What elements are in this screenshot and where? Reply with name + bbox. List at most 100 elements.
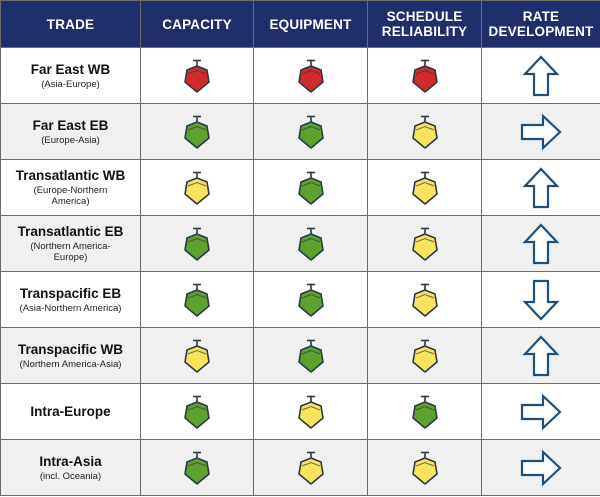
schedule-cell	[367, 439, 482, 496]
rate-development-cell	[481, 103, 600, 160]
ship-green-icon	[411, 395, 438, 429]
trade-cell: Transatlantic EB (Northern America- Europ…	[0, 215, 141, 272]
trade-subtitle: (Asia-Northern America)	[19, 302, 122, 314]
trade-subtitle: (incl. Oceania)	[39, 470, 102, 482]
ship-green-icon	[297, 283, 324, 317]
trade-name: Far East EB	[32, 117, 109, 133]
ship-green-icon	[297, 339, 324, 373]
ship-yellow-icon	[297, 395, 324, 429]
ship-green-icon	[297, 171, 324, 205]
arrow-right-icon	[520, 112, 562, 151]
trade-name: Intra-Asia	[39, 453, 102, 469]
ship-red-icon	[184, 59, 210, 93]
trade-subtitle: (Asia-Europe)	[41, 78, 100, 90]
table-row: Far East WB (Asia-Europe)	[0, 47, 600, 104]
capacity-cell	[140, 327, 254, 384]
equipment-cell	[253, 47, 368, 104]
table-row: Transatlantic WB (Europe-Northern America…	[0, 159, 600, 216]
rate-development-cell	[481, 439, 600, 496]
ship-yellow-icon	[411, 283, 438, 317]
schedule-cell	[367, 327, 482, 384]
ship-yellow-icon	[411, 339, 438, 373]
arrow-right-icon	[520, 392, 562, 431]
trade-subtitle: (Northern America-Asia)	[19, 358, 122, 370]
trade-name: Transpacific WB	[17, 341, 124, 357]
ship-green-icon	[184, 451, 210, 485]
equipment-cell	[253, 215, 368, 272]
ship-red-icon	[411, 59, 438, 93]
equipment-cell	[253, 103, 368, 160]
rate-development-cell	[481, 215, 600, 272]
capacity-cell	[140, 439, 254, 496]
trade-name: Transatlantic WB	[15, 168, 126, 183]
arrow-right-icon	[520, 448, 562, 487]
trade-cell: Intra-Asia (incl. Oceania)	[0, 439, 141, 496]
rate-development-cell	[481, 47, 600, 104]
equipment-cell	[253, 439, 368, 496]
ship-green-icon	[184, 395, 210, 429]
header-schedule-reliability: SCHEDULE RELIABILITY	[367, 0, 482, 48]
trade-cell: Transpacific EB (Asia-Northern America)	[0, 271, 141, 328]
ship-red-icon	[297, 59, 324, 93]
schedule-cell	[367, 271, 482, 328]
rate-development-cell	[481, 327, 600, 384]
table-row: Far East EB (Europe-Asia)	[0, 103, 600, 160]
header-rate-development: RATE DEVELOPMENT	[481, 0, 600, 48]
equipment-cell	[253, 271, 368, 328]
table-row: Intra-Asia (incl. Oceania)	[0, 439, 600, 496]
ship-yellow-icon	[411, 171, 438, 205]
table-row: Transpacific EB (Asia-Northern America)	[0, 271, 600, 328]
trade-subtitle: (Europe-Northern America)	[33, 185, 108, 207]
schedule-cell	[367, 383, 482, 440]
trade-name: Intra-Europe	[30, 403, 111, 419]
trade-cell: Transatlantic WB (Europe-Northern America…	[0, 159, 141, 216]
ship-green-icon	[297, 115, 324, 149]
trade-name: Transpacific EB	[19, 285, 122, 301]
capacity-cell	[140, 383, 254, 440]
trade-name: Far East WB	[30, 61, 111, 77]
table-row: Intra-Europe	[0, 383, 600, 440]
rate-development-cell	[481, 159, 600, 216]
capacity-cell	[140, 103, 254, 160]
schedule-cell	[367, 159, 482, 216]
capacity-cell	[140, 47, 254, 104]
arrow-down-icon	[522, 279, 560, 321]
trade-cell: Far East EB (Europe-Asia)	[0, 103, 141, 160]
trade-cell: Far East WB (Asia-Europe)	[0, 47, 141, 104]
ship-green-icon	[184, 283, 210, 317]
trade-name: Transatlantic EB	[17, 224, 124, 239]
arrow-up-icon	[522, 54, 560, 96]
equipment-cell	[253, 383, 368, 440]
trade-cell: Transpacific WB (Northern America-Asia)	[0, 327, 141, 384]
trade-subtitle: (Europe-Asia)	[41, 134, 100, 146]
capacity-cell	[140, 271, 254, 328]
header-row: TRADE CAPACITY EQUIPMENT SCHEDULE RELIAB…	[0, 0, 600, 48]
capacity-cell	[140, 215, 254, 272]
rate-development-cell	[481, 383, 600, 440]
ship-yellow-icon	[184, 171, 210, 205]
ship-yellow-icon	[297, 451, 324, 485]
ship-yellow-icon	[411, 451, 438, 485]
arrow-up-icon	[522, 334, 560, 376]
header-trade: TRADE	[0, 0, 141, 48]
ship-yellow-icon	[411, 227, 438, 261]
ship-green-icon	[297, 227, 324, 261]
arrow-up-icon	[522, 166, 560, 208]
capacity-cell	[140, 159, 254, 216]
ship-yellow-icon	[184, 339, 210, 373]
trade-subtitle: (Northern America- Europe)	[30, 241, 111, 263]
trade-cell: Intra-Europe	[0, 383, 141, 440]
schedule-cell	[367, 47, 482, 104]
equipment-cell	[253, 159, 368, 216]
ship-green-icon	[184, 227, 210, 261]
equipment-cell	[253, 327, 368, 384]
header-equipment: EQUIPMENT	[253, 0, 368, 48]
rate-development-cell	[481, 271, 600, 328]
ship-green-icon	[184, 115, 210, 149]
ship-yellow-icon	[411, 115, 438, 149]
schedule-cell	[367, 103, 482, 160]
table-row: Transatlantic EB (Northern America- Europ…	[0, 215, 600, 272]
header-capacity: CAPACITY	[140, 0, 254, 48]
